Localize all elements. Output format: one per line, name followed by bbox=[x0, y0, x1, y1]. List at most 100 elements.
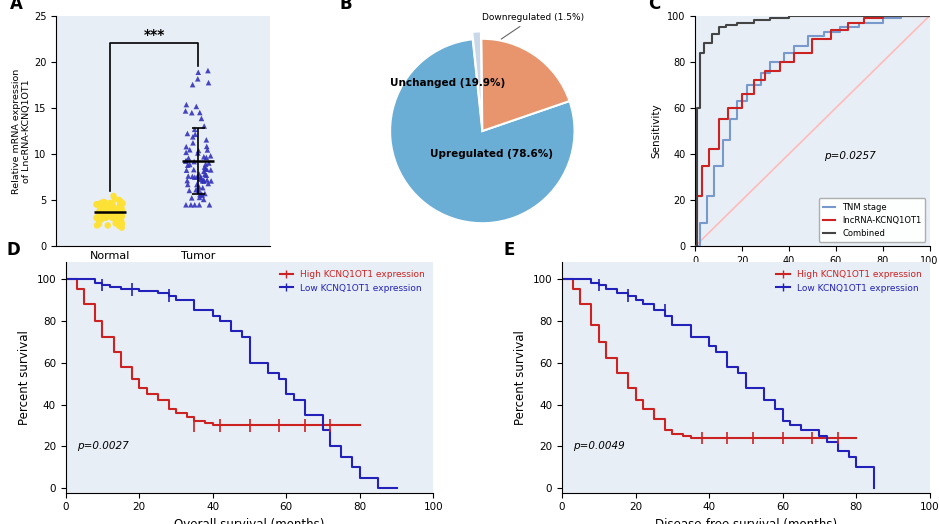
Point bbox=[192, 182, 207, 191]
Point bbox=[106, 205, 121, 214]
Point bbox=[184, 108, 199, 117]
Point bbox=[108, 209, 123, 217]
Point bbox=[91, 220, 106, 228]
Point bbox=[110, 210, 125, 219]
Point bbox=[91, 212, 106, 220]
Point bbox=[197, 189, 212, 198]
Point bbox=[191, 146, 206, 155]
Point bbox=[178, 201, 193, 209]
Point bbox=[178, 148, 193, 157]
Point bbox=[95, 210, 110, 218]
Text: E: E bbox=[503, 241, 515, 259]
Point bbox=[95, 208, 110, 216]
Point bbox=[192, 186, 207, 194]
Point bbox=[89, 221, 104, 230]
Point bbox=[178, 107, 193, 115]
Point bbox=[102, 199, 117, 207]
Point bbox=[192, 190, 208, 199]
Point bbox=[179, 166, 194, 174]
Point bbox=[196, 152, 211, 161]
Text: Downregulated (1.5%): Downregulated (1.5%) bbox=[482, 13, 584, 39]
Text: B: B bbox=[339, 0, 352, 13]
Point bbox=[187, 173, 202, 181]
Point bbox=[199, 136, 214, 144]
Y-axis label: Percent survival: Percent survival bbox=[18, 330, 31, 425]
Point bbox=[89, 200, 104, 209]
Point bbox=[180, 129, 195, 138]
Text: ***: *** bbox=[144, 28, 164, 42]
Point bbox=[178, 157, 193, 165]
Point bbox=[109, 207, 124, 215]
Point bbox=[199, 153, 214, 161]
Point bbox=[183, 201, 198, 209]
Point bbox=[180, 172, 195, 180]
Point bbox=[99, 201, 114, 209]
Text: D: D bbox=[7, 241, 21, 259]
Point bbox=[189, 102, 204, 111]
Point bbox=[113, 206, 128, 214]
Point bbox=[201, 79, 216, 87]
Point bbox=[185, 172, 200, 181]
Point bbox=[97, 203, 112, 212]
Point bbox=[200, 146, 215, 154]
Point bbox=[106, 213, 121, 221]
Point bbox=[110, 215, 125, 223]
Point bbox=[196, 176, 211, 184]
Point bbox=[103, 200, 118, 209]
Text: p=0.0049: p=0.0049 bbox=[573, 441, 624, 451]
Wedge shape bbox=[482, 39, 570, 131]
Point bbox=[93, 210, 108, 218]
Point bbox=[107, 195, 122, 203]
Text: A: A bbox=[9, 0, 23, 13]
Point bbox=[203, 151, 218, 160]
Point bbox=[103, 206, 118, 215]
Point bbox=[182, 146, 197, 154]
X-axis label: 100-Specificity: 100-Specificity bbox=[774, 271, 851, 281]
Point bbox=[95, 204, 110, 212]
Point bbox=[195, 177, 210, 185]
Point bbox=[199, 142, 214, 150]
Point bbox=[102, 209, 117, 217]
Point bbox=[89, 200, 104, 209]
Point bbox=[106, 210, 121, 218]
Point bbox=[191, 74, 206, 83]
Point bbox=[106, 205, 121, 213]
Point bbox=[199, 165, 214, 173]
Point bbox=[112, 203, 127, 212]
Point bbox=[178, 143, 193, 151]
Text: p=0.0257: p=0.0257 bbox=[824, 151, 876, 161]
Point bbox=[105, 214, 120, 222]
Text: Upregulated (78.6%): Upregulated (78.6%) bbox=[430, 149, 553, 159]
Point bbox=[115, 220, 130, 228]
Point bbox=[193, 173, 208, 181]
Point bbox=[105, 214, 120, 222]
Wedge shape bbox=[472, 31, 482, 124]
Point bbox=[113, 200, 128, 208]
Point bbox=[114, 198, 129, 206]
Y-axis label: Percent survival: Percent survival bbox=[514, 330, 527, 425]
Point bbox=[114, 217, 129, 226]
Point bbox=[204, 177, 219, 185]
Y-axis label: Relative mRNA expression
of LncRNA-KCNQ1OT1: Relative mRNA expression of LncRNA-KCNQ1… bbox=[12, 68, 31, 194]
Wedge shape bbox=[390, 39, 575, 223]
Point bbox=[192, 170, 207, 178]
Point bbox=[114, 199, 129, 207]
Point bbox=[115, 223, 130, 232]
Point bbox=[112, 196, 127, 204]
Text: C: C bbox=[648, 0, 660, 13]
Point bbox=[195, 183, 210, 192]
Point bbox=[115, 212, 130, 221]
Point bbox=[107, 212, 122, 221]
Point bbox=[94, 215, 109, 224]
Point bbox=[106, 207, 121, 215]
Point bbox=[179, 177, 194, 185]
Point bbox=[192, 175, 208, 183]
Point bbox=[190, 180, 205, 189]
Point bbox=[182, 160, 197, 169]
Point bbox=[187, 157, 202, 166]
Point bbox=[104, 206, 119, 214]
Point bbox=[203, 166, 218, 174]
Legend: High KCNQ1OT1 expression, Low KCNQ1OT1 expression: High KCNQ1OT1 expression, Low KCNQ1OT1 e… bbox=[276, 267, 429, 296]
Text: Unchanged (19.9%): Unchanged (19.9%) bbox=[390, 78, 505, 88]
Point bbox=[106, 212, 121, 220]
